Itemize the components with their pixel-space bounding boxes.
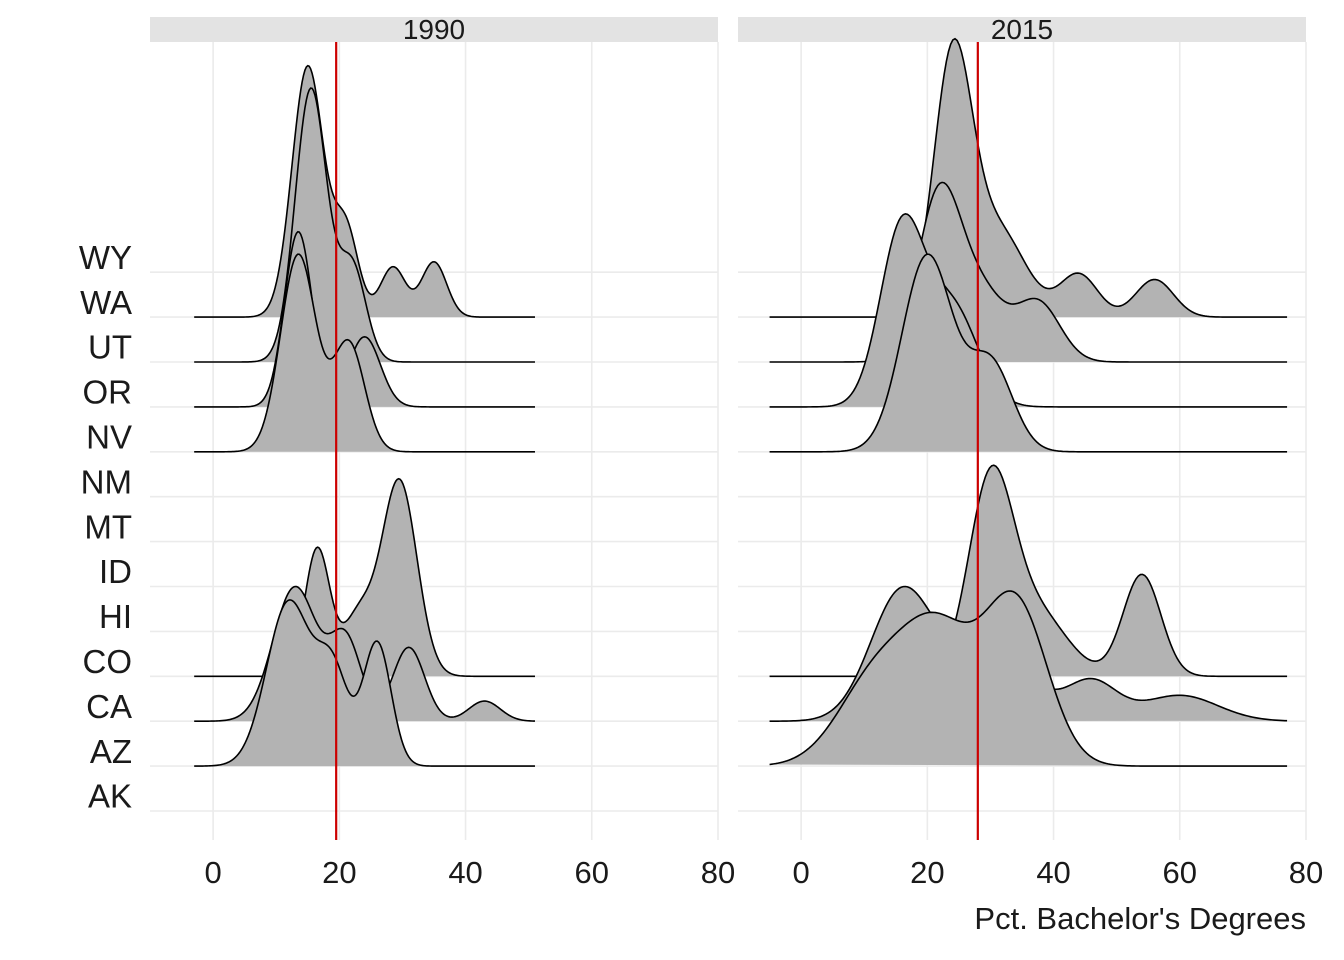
strip-1990 [150, 17, 718, 42]
x-tick-40-1990: 40 [448, 855, 482, 890]
ridge-NV-2015 [769, 253, 1288, 453]
x-ticks-2015: 0 20 40 60 80 [792, 855, 1323, 890]
x-tick-80-2015: 80 [1289, 855, 1323, 890]
y-tick-AZ: AZ [90, 733, 132, 770]
y-tick-NV: NV [86, 419, 132, 456]
y-tick-ID: ID [99, 553, 132, 590]
ridge-UT-2015 [769, 181, 1288, 363]
strip-label-1990: 1990 [403, 14, 465, 45]
y-tick-CA: CA [86, 688, 132, 725]
y-tick-NM: NM [81, 463, 132, 500]
panel-1990: 1990 0 20 40 60 80 [150, 14, 735, 890]
x-tick-20-2015: 20 [910, 855, 944, 890]
y-tick-WY: WY [79, 239, 132, 276]
y-tick-CO: CO [83, 643, 133, 680]
ridges-2015 [769, 37, 1288, 767]
y-tick-OR: OR [83, 374, 133, 411]
ridges-1990 [194, 64, 536, 767]
x-axis-label: Pct. Bachelor's Degrees [974, 901, 1306, 936]
strip-2015 [738, 17, 1306, 42]
x-tick-0-2015: 0 [792, 855, 809, 890]
y-tick-UT: UT [88, 329, 132, 366]
y-tick-MT: MT [84, 508, 132, 545]
y-tick-WA: WA [80, 284, 132, 321]
x-tick-60-1990: 60 [575, 855, 609, 890]
ridge-WA-2015 [769, 37, 1288, 318]
panel-2015: 2015 0 20 40 60 80 [738, 14, 1323, 890]
x-tick-0-1990: 0 [204, 855, 221, 890]
x-tick-40-2015: 40 [1036, 855, 1070, 890]
x-ticks-1990: 0 20 40 60 80 [204, 855, 735, 890]
x-tick-80-1990: 80 [701, 855, 735, 890]
y-tick-AK: AK [88, 778, 132, 815]
ridge-UT-1990 [194, 87, 535, 363]
ridge-CO-1990 [194, 477, 535, 678]
ridge-WA-1990 [194, 64, 535, 318]
y-axis-state-labels: AK AZ CA CO HI ID MT NM NV OR UT WA WY [79, 239, 132, 815]
strip-label-2015: 2015 [991, 14, 1053, 45]
ridge-AZ-1990 [194, 599, 535, 767]
ridge-NV-1990 [194, 253, 535, 453]
y-tick-HI: HI [99, 598, 132, 635]
ridge-AZ-2015 [769, 590, 1288, 767]
x-tick-60-2015: 60 [1163, 855, 1197, 890]
x-tick-20-1990: 20 [322, 855, 356, 890]
